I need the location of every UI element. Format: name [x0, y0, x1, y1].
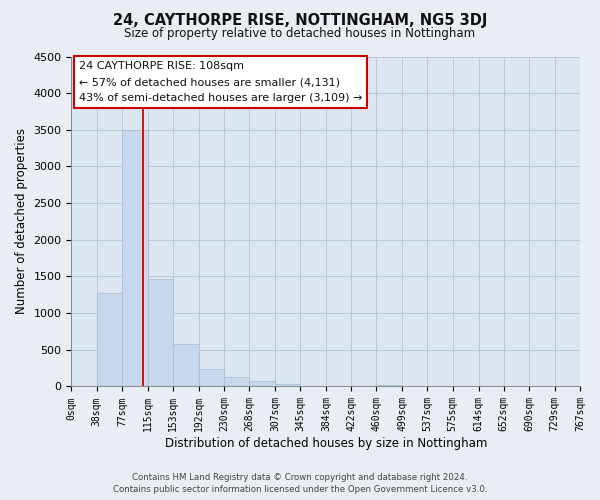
Bar — [376, 385, 402, 386]
Bar — [249, 380, 275, 386]
Text: 24, CAYTHORPE RISE, NOTTINGHAM, NG5 3DJ: 24, CAYTHORPE RISE, NOTTINGHAM, NG5 3DJ — [113, 12, 487, 28]
Bar — [148, 280, 173, 386]
X-axis label: Distribution of detached houses by size in Nottingham: Distribution of detached houses by size … — [164, 437, 487, 450]
Bar — [224, 376, 249, 386]
Text: Size of property relative to detached houses in Nottingham: Size of property relative to detached ho… — [124, 28, 476, 40]
Bar — [173, 344, 199, 387]
Bar — [199, 368, 224, 386]
Bar — [122, 130, 148, 386]
Bar — [97, 292, 122, 386]
Y-axis label: Number of detached properties: Number of detached properties — [15, 128, 28, 314]
Text: Contains HM Land Registry data © Crown copyright and database right 2024.
Contai: Contains HM Land Registry data © Crown c… — [113, 472, 487, 494]
Text: 24 CAYTHORPE RISE: 108sqm
← 57% of detached houses are smaller (4,131)
43% of se: 24 CAYTHORPE RISE: 108sqm ← 57% of detac… — [79, 62, 362, 102]
Bar — [275, 384, 300, 386]
